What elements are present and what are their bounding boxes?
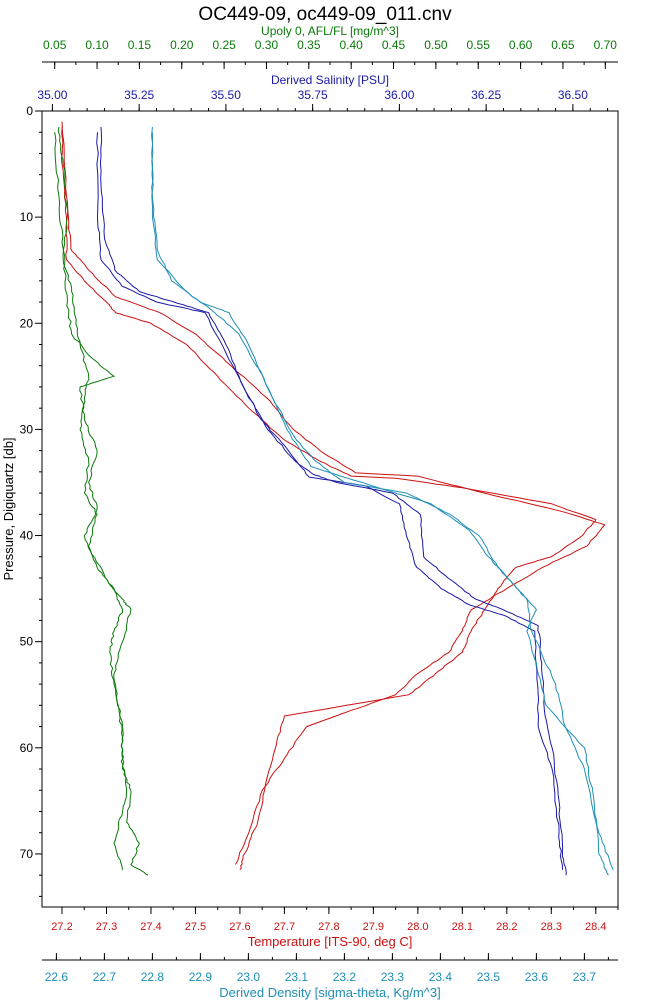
density-tick-label: 22.7: [93, 970, 117, 984]
chart-title: OC449-09, oc449-09_011.cnv: [198, 4, 452, 25]
salinity-tick-label: 35.00: [37, 88, 67, 102]
fluorescence-tick-label: 0.15: [128, 38, 152, 52]
density-tick-label: 23.4: [429, 970, 453, 984]
fluorescence-downcast-line: [57, 126, 149, 876]
pressure-tick-label: 0: [26, 104, 33, 118]
density-tick-label: 23.7: [573, 970, 597, 984]
temperature-tick-label: 28.4: [585, 921, 606, 933]
salinity-tick-label: 35.50: [211, 88, 241, 102]
fluorescence-tick-label: 0.05: [43, 38, 67, 52]
pressure-axis-label: Pressure, Digiquartz [db]: [1, 437, 16, 580]
pressure-tick-label: 10: [20, 210, 34, 224]
fluorescence-tick-label: 0.55: [467, 38, 491, 52]
fluorescence-axis: 0.05 0.10 0.15 0.20 0.25 0.30 0.35 0.40 0.45 0.50…: [42, 38, 618, 69]
temperature-tick-label: 27.3: [96, 921, 117, 933]
density-downcast-line: [151, 126, 609, 876]
temperature-tick-label: 27.2: [51, 921, 72, 933]
density-tick-label: 23.5: [477, 970, 501, 984]
density-tick-label: 23.1: [285, 970, 309, 984]
salinity-tick-label: 35.75: [298, 88, 328, 102]
density-axis-label: Derived Density [sigma-theta, Kg/m^3]: [219, 985, 440, 1000]
pressure-tick-label: 50: [20, 635, 34, 649]
temperature-tick-label: 27.5: [185, 921, 206, 933]
density-tick-label: 23.3: [381, 970, 405, 984]
temperature-tick-label: 28.3: [541, 921, 562, 933]
fluorescence-upcast-line: [54, 132, 128, 870]
pressure-tick-label: 30: [20, 422, 34, 436]
temperature-tick-label: 28.0: [407, 921, 428, 933]
salinity-axis-label: Derived Salinity [PSU]: [271, 73, 389, 87]
temperature-axis-label: Temperature [ITS-90, deg C]: [248, 934, 413, 949]
fluorescence-axis-label: Upoly 0, AFL/FL [mg/m^3]: [261, 24, 399, 38]
salinity-tick-label: 36.25: [471, 88, 501, 102]
pressure-tick-label: 40: [20, 529, 34, 543]
salinity-tick-label: 36.00: [384, 88, 414, 102]
salinity-downcast-line: [99, 126, 567, 876]
density-upcast-line: [151, 132, 614, 871]
fluorescence-tick-label: 0.10: [85, 38, 109, 52]
plot-frame: [41, 110, 619, 908]
temperature-tick-label: 27.9: [363, 921, 384, 933]
salinity-tick-label: 36.50: [558, 88, 588, 102]
fluorescence-tick-label: 0.50: [424, 38, 448, 52]
fluorescence-tick-label: 0.40: [339, 38, 363, 52]
density-tick-label: 23.0: [237, 970, 261, 984]
pressure-tick-label: 70: [20, 847, 34, 861]
temperature-axis: 27.2 27.3 27.4 27.5 27.6 27.7 27.8 27.9 28.0 28.1…: [42, 906, 619, 933]
pressure-tick-label: 60: [20, 741, 34, 755]
salinity-tick-label: 35.25: [124, 88, 154, 102]
temperature-tick-label: 28.1: [452, 921, 473, 933]
series-layer: [54, 121, 614, 876]
density-tick-label: 23.2: [333, 970, 357, 984]
temperature-tick-label: 27.7: [274, 921, 295, 933]
fluorescence-tick-label: 0.70: [594, 38, 618, 52]
salinity-axis: 35.00 35.25 35.50 35.75 36.00 36.25 36.50: [37, 88, 618, 112]
temperature-upcast-line: [61, 126, 606, 865]
pressure-tick-label: 20: [20, 316, 34, 330]
fluorescence-tick-label: 0.30: [255, 38, 279, 52]
temperature-tick-label: 27.4: [140, 921, 161, 933]
fluorescence-tick-label: 0.20: [170, 38, 194, 52]
temperature-tick-label: 27.8: [318, 921, 339, 933]
salinity-upcast-line: [96, 132, 563, 870]
fluorescence-tick-label: 0.35: [297, 38, 321, 52]
temperature-tick-label: 28.2: [496, 921, 517, 933]
density-tick-label: 23.6: [525, 970, 549, 984]
density-tick-label: 22.6: [45, 970, 69, 984]
fluorescence-tick-label: 0.45: [382, 38, 406, 52]
fluorescence-tick-label: 0.25: [212, 38, 236, 52]
density-tick-label: 22.8: [141, 970, 165, 984]
pressure-axis: 0 10 20 30 40 50 60 70: [20, 104, 42, 897]
density-tick-label: 22.9: [189, 970, 213, 984]
temperature-tick-label: 27.6: [229, 921, 250, 933]
fluorescence-tick-label: 0.65: [551, 38, 575, 52]
fluorescence-tick-label: 0.60: [509, 38, 533, 52]
density-axis: 22.6 22.7 22.8 22.9 23.0 23.1 23.2 23.3 23.4 23.5…: [42, 953, 618, 984]
temperature-downcast-line: [60, 121, 597, 871]
